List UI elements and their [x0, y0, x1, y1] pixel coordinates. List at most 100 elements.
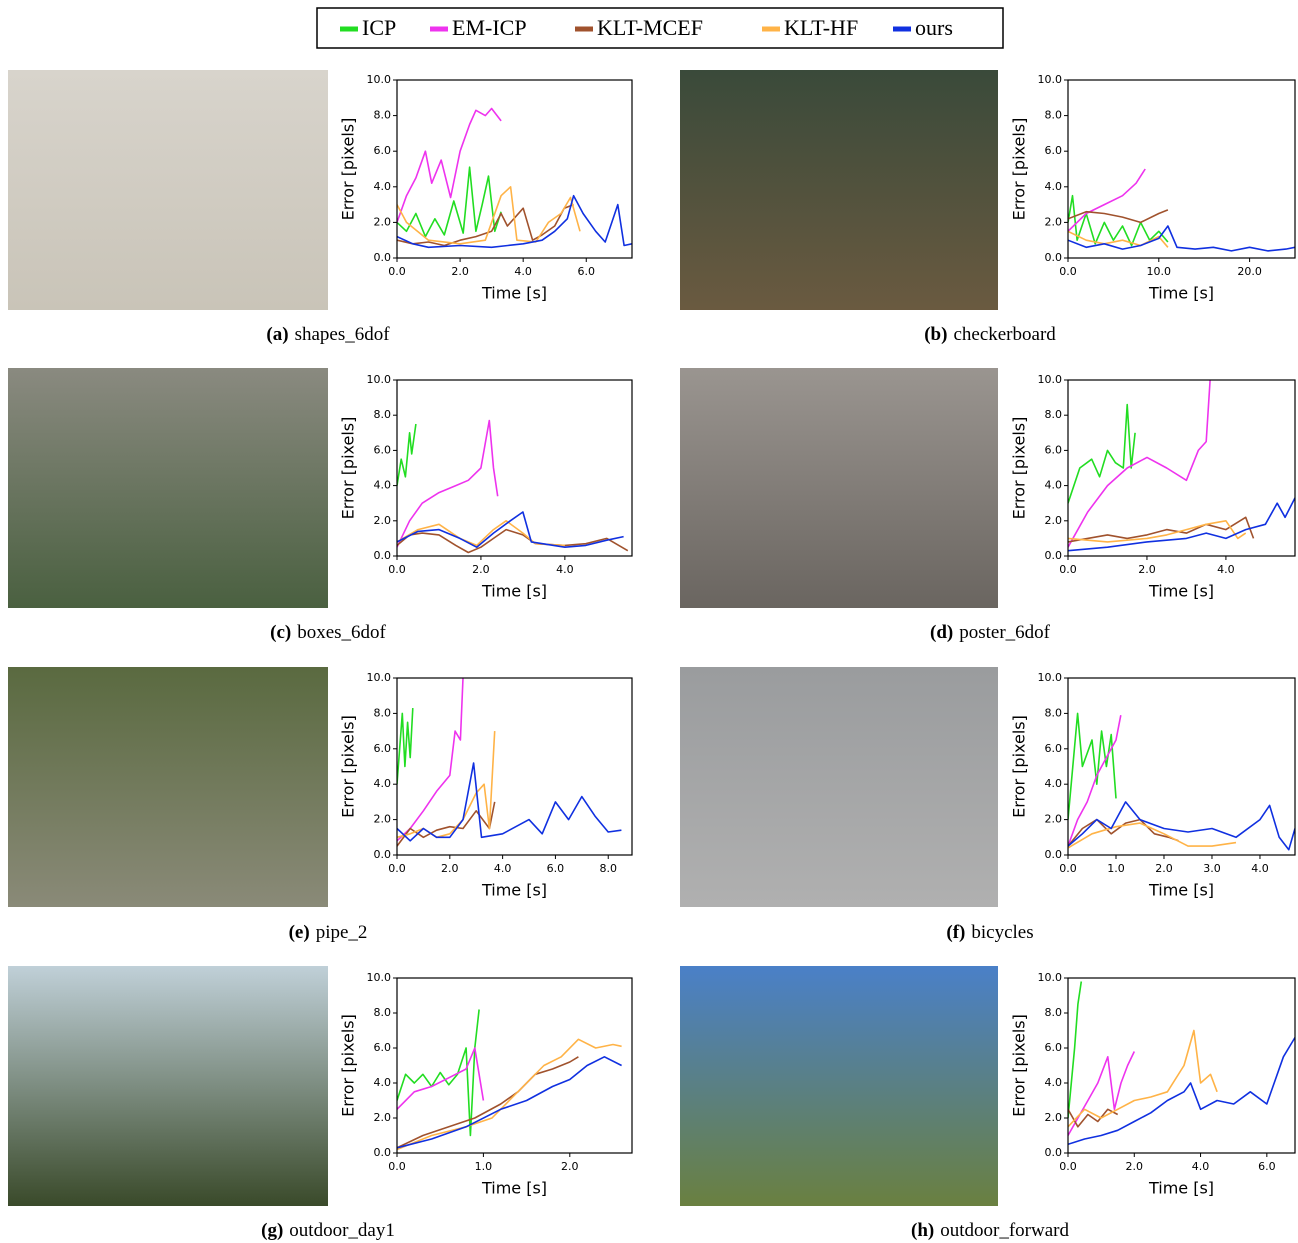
axes-frame: [1067, 379, 1296, 557]
legend-label: KLT-MCEF: [597, 15, 703, 40]
x-tick-label: 0.0: [1059, 265, 1077, 278]
series-line: [397, 194, 632, 249]
y-axis-label: Error [pixels]: [1010, 1014, 1029, 1117]
caption-label: (f): [946, 922, 965, 943]
series-line: [1068, 1108, 1119, 1128]
y-tick-label: 8.0: [374, 706, 392, 719]
x-tick-label: 0.0: [1059, 1160, 1077, 1173]
series-line: [397, 1009, 480, 1137]
series-line: [1068, 516, 1255, 543]
x-tick-label: 4.0: [514, 265, 532, 278]
x-tick-label: 0.0: [388, 1160, 406, 1173]
series-line: [397, 678, 464, 842]
y-tick-label: 6.0: [374, 1041, 392, 1054]
caption-text: shapes_6dof: [295, 324, 391, 345]
photo: [8, 368, 328, 608]
x-tick-label: 8.0: [599, 862, 617, 875]
series-line: [397, 107, 502, 223]
series-line: [397, 511, 624, 548]
y-tick-label: 10.0: [367, 671, 392, 684]
x-tick-label: 0.0: [1059, 862, 1077, 875]
y-tick-label: 6.0: [1045, 1041, 1063, 1054]
y-tick-label: 4.0: [374, 777, 392, 790]
series-line: [397, 419, 499, 548]
y-tick-label: 8.0: [374, 408, 392, 421]
y-tick-label: 0.0: [1045, 848, 1063, 861]
photo: [8, 667, 328, 907]
y-tick-label: 8.0: [374, 1006, 392, 1019]
y-tick-label: 4.0: [1045, 777, 1063, 790]
y-axis-label: Error [pixels]: [339, 1014, 358, 1117]
series-line: [1068, 715, 1122, 847]
y-tick-label: 0.0: [1045, 251, 1063, 264]
y-tick-label: 2.0: [374, 514, 392, 527]
x-tick-label: 2.0: [1155, 862, 1173, 875]
y-tick-label: 6.0: [374, 144, 392, 157]
caption-label: (e): [289, 922, 310, 943]
y-tick-label: 4.0: [1045, 180, 1063, 193]
series-line: [1068, 981, 1083, 1119]
y-axis-label: Error [pixels]: [339, 715, 358, 818]
caption-text: boxes_6dof: [297, 622, 386, 643]
y-tick-label: 0.0: [374, 251, 392, 264]
axes-frame: [1067, 977, 1296, 1154]
caption: (b) checkerboard: [924, 324, 1056, 345]
y-axis-label: Error [pixels]: [1010, 118, 1029, 221]
y-tick-label: 8.0: [1045, 408, 1063, 421]
photo: [8, 966, 328, 1206]
series-line: [397, 166, 502, 238]
y-tick-label: 0.0: [374, 1146, 392, 1159]
series-line: [397, 708, 414, 785]
caption: (c) boxes_6dof: [270, 622, 386, 643]
y-axis-label: Error [pixels]: [339, 417, 358, 520]
y-tick-label: 10.0: [1038, 73, 1063, 86]
series-line: [1068, 1051, 1136, 1136]
y-tick-label: 8.0: [1045, 706, 1063, 719]
photo: [680, 966, 998, 1206]
x-axis-label: Time [s]: [1148, 1179, 1214, 1198]
series-line: [1068, 520, 1247, 543]
x-tick-label: 0.0: [388, 265, 406, 278]
y-tick-label: 0.0: [1045, 1146, 1063, 1159]
caption-text: pipe_2: [316, 922, 368, 943]
x-tick-label: 3.0: [1203, 862, 1221, 875]
axes-frame: [1067, 677, 1296, 856]
x-tick-label: 2.0: [472, 563, 490, 576]
axes-frame: [396, 379, 633, 557]
y-tick-label: 2.0: [1045, 1111, 1063, 1124]
x-tick-label: 20.0: [1237, 265, 1262, 278]
series-line: [397, 520, 565, 547]
x-tick-label: 2.0: [1138, 563, 1156, 576]
y-tick-label: 6.0: [374, 742, 392, 755]
x-axis-label: Time [s]: [1148, 582, 1214, 601]
caption-text: outdoor_day1: [289, 1220, 395, 1241]
caption: (a) shapes_6dof: [266, 324, 390, 345]
series-line: [1068, 497, 1295, 552]
x-tick-label: 6.0: [578, 265, 596, 278]
series-line: [1068, 209, 1169, 224]
series-line: [1068, 1037, 1295, 1146]
series-line: [1068, 380, 1211, 548]
y-tick-label: 10.0: [1038, 373, 1063, 386]
series-line: [1068, 712, 1117, 820]
axes-frame: [1067, 79, 1296, 259]
y-tick-label: 8.0: [374, 109, 392, 122]
series-line: [1068, 818, 1179, 847]
x-tick-label: 0.0: [388, 862, 406, 875]
caption: (f) bicycles: [946, 922, 1033, 943]
caption: (d) poster_6dof: [930, 622, 1051, 643]
x-tick-label: 4.0: [1251, 862, 1269, 875]
y-tick-label: 10.0: [367, 373, 392, 386]
y-tick-label: 6.0: [374, 443, 392, 456]
x-tick-label: 1.0: [1107, 862, 1125, 875]
y-tick-label: 4.0: [374, 180, 392, 193]
caption-text: checkerboard: [953, 324, 1056, 345]
x-tick-label: 0.0: [1059, 563, 1077, 576]
caption-label: (b): [924, 324, 947, 345]
caption-text: bicycles: [971, 922, 1033, 943]
x-axis-label: Time [s]: [481, 284, 547, 303]
x-tick-label: 4.0: [1192, 1160, 1210, 1173]
y-tick-label: 10.0: [367, 971, 392, 984]
x-tick-label: 2.0: [1126, 1160, 1144, 1173]
